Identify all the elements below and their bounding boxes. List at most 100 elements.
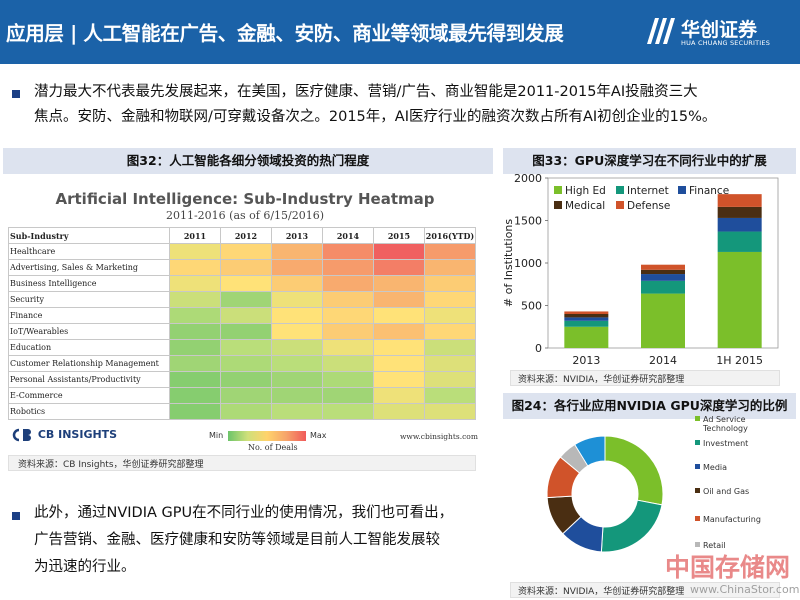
heatmap-row-label: E-Commerce: [8, 387, 170, 404]
bullet-icon: [12, 512, 20, 520]
heatmap-row: E-Commerce: [8, 387, 476, 404]
heatmap-cell: [322, 307, 374, 324]
heatmap-cell: [220, 339, 272, 356]
bullet-icon: [12, 90, 20, 98]
heatmap-legend-gradient: [228, 431, 306, 441]
gpu-industry-donut-chart: Ad Service Technology Investment Media Oil a…: [546, 415, 761, 553]
heatmap-cell: [271, 259, 323, 276]
heatmap-cell: [322, 275, 374, 292]
heatmap-cell: [424, 323, 476, 340]
heatmap-title: Artificial Intelligence: Sub-Industry He…: [55, 190, 435, 208]
heatmap-cell: [373, 323, 425, 340]
bar-segment-high-ed: [564, 326, 609, 348]
y-tick-label: 0: [535, 342, 542, 355]
fig24-caption: 图24：各行业应用NVIDIA GPU深度学习的比例: [503, 393, 796, 419]
legend-label: Medical: [565, 200, 605, 212]
heatmap-cell: [373, 403, 425, 420]
heatmap-cell: [220, 275, 272, 292]
heatmap-row-label: Business Intelligence: [8, 275, 170, 292]
fig32-source: 资料来源：CB Insights，华创证券研究部整理: [18, 460, 204, 470]
heatmap-cell: [271, 323, 323, 340]
bar-segment-high-ed: [717, 251, 762, 348]
watermark-text: 中国存储网: [665, 553, 791, 582]
heatmap-cell: [373, 259, 425, 276]
heatmap-cell: [271, 243, 323, 260]
bar-segment-internet: [564, 320, 609, 327]
company-logo: 华创证券 HUA CHUANG SECURITIES: [645, 12, 795, 54]
conclusion-line-2: 广告营销、金融、医疗健康和安防等领域是目前人工智能发展较: [34, 532, 440, 548]
bar-segment-finance: [717, 217, 762, 232]
legend-min-label: Min: [209, 431, 224, 440]
heatmap-cell: [424, 387, 476, 404]
cb-logo-text: CB INSIGHTS: [37, 428, 118, 441]
heatmap-row-label: Finance: [8, 307, 170, 324]
heatmap-header-row: Sub-Industry 2011 2012 2013 2014 2015 20…: [8, 227, 476, 244]
heatmap-cell: [322, 243, 374, 260]
heatmap-cell: [271, 403, 323, 420]
donut-legend-label: Ad Service Technology: [702, 415, 748, 433]
heatmap-cell: [322, 323, 374, 340]
fig32-caption: 图32：人工智能各细分领域投资的热门程度: [3, 148, 493, 174]
heatmap-cell: [220, 243, 272, 260]
bar-segment-medical: [641, 269, 685, 275]
heatmap-cell: [220, 371, 272, 388]
heatmap-cell: [322, 339, 374, 356]
y-tick-label: 1500: [514, 215, 542, 228]
heatmap-col-header: 2011: [169, 227, 221, 244]
heatmap-cell: [322, 387, 374, 404]
conclusion-line-3: 为迅速的行业。: [34, 559, 136, 575]
legend-label: High Ed: [565, 185, 606, 197]
donut-legend-label: Retail: [703, 541, 726, 550]
heatmap-row: Security: [8, 291, 476, 308]
cb-logo-mark-icon: [12, 428, 31, 442]
donut-legend-label: Investment: [703, 439, 748, 448]
heatmap-body: Healthcare Advertising, Sales & Marketing…: [8, 243, 476, 420]
fig33-source: 资料来源：NVIDIA，华创证券研究部整理: [518, 375, 685, 385]
heatmap-cell: [271, 307, 323, 324]
heatmap-cell: [373, 355, 425, 372]
x-tick-label: 2013: [572, 354, 600, 367]
x-tick-label: 1H 2015: [716, 354, 763, 367]
heatmap-table: Sub-Industry 2011 2012 2013 2014 2015 20…: [8, 227, 476, 420]
heatmap-col-header: 2016(YTD): [424, 227, 476, 244]
heatmap-row: Customer Relationship Management: [8, 355, 476, 372]
x-tick-label: 2014: [649, 354, 677, 367]
legend-label: Finance: [689, 185, 729, 197]
heatmap-cell: [271, 291, 323, 308]
logo-text-en: HUA CHUANG SECURITIES: [681, 39, 771, 47]
donut-slice: [600, 499, 663, 553]
heatmap-cell: [220, 259, 272, 276]
heatmap-cell: [169, 291, 221, 308]
intro-line-1: 潜力最大不代表最先发展起来，在美国，医疗健康、营销/广告、商业智能是2011-2…: [34, 84, 698, 100]
heatmap-row-label: Robotics: [8, 403, 170, 420]
heatmap-cell: [220, 291, 272, 308]
bar-segment-high-ed: [641, 293, 685, 348]
donut-legend-swatch: [695, 516, 700, 521]
heatmap-row-header: Sub-Industry: [8, 227, 170, 244]
donut-legend-swatch: [695, 542, 700, 547]
legend-label: Defense: [627, 200, 670, 212]
heatmap-row: Advertising, Sales & Marketing: [8, 259, 476, 276]
heatmap-row: Personal Assistants/Productivity: [8, 371, 476, 388]
donut-legend-swatch: [695, 464, 700, 469]
bar-segment-internet: [717, 231, 762, 252]
legend-swatch: [554, 186, 562, 194]
logo-text-cn: 华创证券: [681, 19, 758, 41]
heatmap-row: Healthcare: [8, 243, 476, 260]
donut-legend-label: Oil and Gas: [703, 487, 749, 496]
legend-swatch: [554, 201, 562, 209]
heatmap-cell: [373, 243, 425, 260]
y-axis-label: # of Institutions: [502, 219, 515, 307]
heatmap-cell: [169, 355, 221, 372]
heatmap-col-header: 2014: [322, 227, 374, 244]
bar-segment-medical: [717, 206, 762, 218]
heatmap-cell: [169, 275, 221, 292]
heatmap-cell: [220, 323, 272, 340]
heatmap-row: Finance: [8, 307, 476, 324]
bar-segment-defense: [717, 194, 762, 207]
heatmap-cell: [424, 275, 476, 292]
donut-slice: [573, 435, 606, 467]
bar-segment-internet: [641, 280, 685, 294]
heatmap-cell: [271, 339, 323, 356]
donut-legend-swatch: [695, 440, 700, 445]
